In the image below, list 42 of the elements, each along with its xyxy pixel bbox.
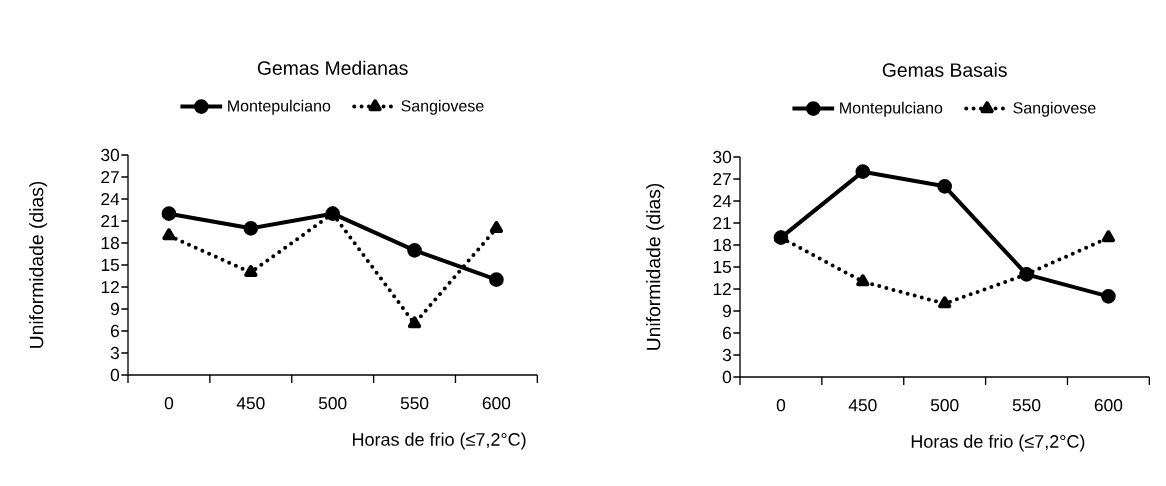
y-axis-title: Uniformidade (dias) xyxy=(29,181,48,348)
y-tick-label: 21 xyxy=(101,214,119,228)
y-tick-label: 12 xyxy=(713,282,731,296)
y-tick-label: 15 xyxy=(101,258,119,272)
y-tick-label: 3 xyxy=(110,346,119,360)
x-tick-label: 500 xyxy=(318,397,347,410)
y-tick-label: 21 xyxy=(713,216,731,230)
y-tick-label: 6 xyxy=(722,326,731,340)
x-tick-label: 450 xyxy=(848,399,877,412)
x-tick-label: 550 xyxy=(1012,399,1041,412)
chart-title: Gemas Basais xyxy=(882,62,1007,77)
x-tick-label: 450 xyxy=(236,397,265,410)
y-axis-title: Uniformidade (dias) xyxy=(646,183,665,350)
y-tick-label: 3 xyxy=(722,348,731,362)
y-tick-label: 9 xyxy=(110,302,119,316)
y-tick-label: 0 xyxy=(722,370,732,384)
chart-title: Gemas Medianas xyxy=(257,60,408,75)
y-tick-label: 27 xyxy=(101,170,119,184)
y-tick-label: 18 xyxy=(713,238,731,252)
x-tick-label: 0 xyxy=(776,399,786,412)
y-tick-label: 27 xyxy=(713,172,731,186)
y-tick-label: 24 xyxy=(713,194,732,208)
legend-label: Montepulciano xyxy=(228,99,331,115)
x-axis-title: Horas de frio (≤7,2°C) xyxy=(911,434,1085,452)
y-tick-label: 24 xyxy=(101,192,120,206)
y-tick-label: 30 xyxy=(101,148,120,162)
legend-label: Sangiovese xyxy=(1013,101,1096,117)
y-tick-label: 6 xyxy=(110,324,119,338)
y-tick-label: 0 xyxy=(110,368,120,382)
y-tick-label: 18 xyxy=(101,236,119,250)
x-tick-label: 600 xyxy=(1094,399,1123,412)
x-tick-label: 0 xyxy=(164,397,174,410)
x-axis-title: Horas de frio (≤7,2°C) xyxy=(353,432,526,450)
y-tick-label: 9 xyxy=(722,304,731,318)
x-tick-label: 500 xyxy=(930,399,959,412)
legend-label: Montepulciano xyxy=(840,101,943,117)
y-tick-label: 30 xyxy=(713,150,732,164)
x-tick-label: 550 xyxy=(400,397,429,410)
legend-label: Sangiovese xyxy=(401,99,484,115)
x-tick-label: 600 xyxy=(482,397,511,410)
y-tick-label: 15 xyxy=(713,260,732,274)
y-tick-label: 12 xyxy=(101,280,119,294)
